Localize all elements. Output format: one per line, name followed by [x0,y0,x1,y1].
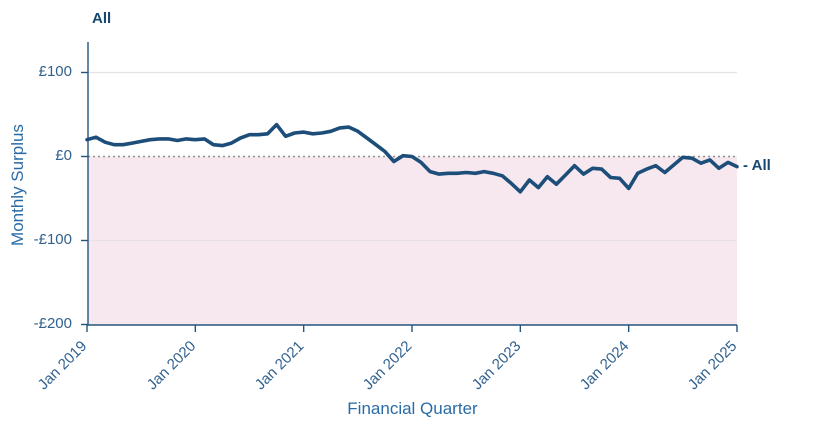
x-axis-title: Financial Quarter [347,399,478,418]
chart-title: All [92,10,112,27]
y-tick-label-neg200: -£200 [33,315,72,332]
series-line-all[interactable] [85,122,739,194]
series-end-label: - All [743,157,771,174]
y-tick-label-0: £0 [55,147,72,164]
y-tick-label-neg100: -£100 [33,231,72,248]
y-axis-title: Monthly Surplus [8,124,27,246]
y-tick-label-100: £100 [38,63,72,80]
